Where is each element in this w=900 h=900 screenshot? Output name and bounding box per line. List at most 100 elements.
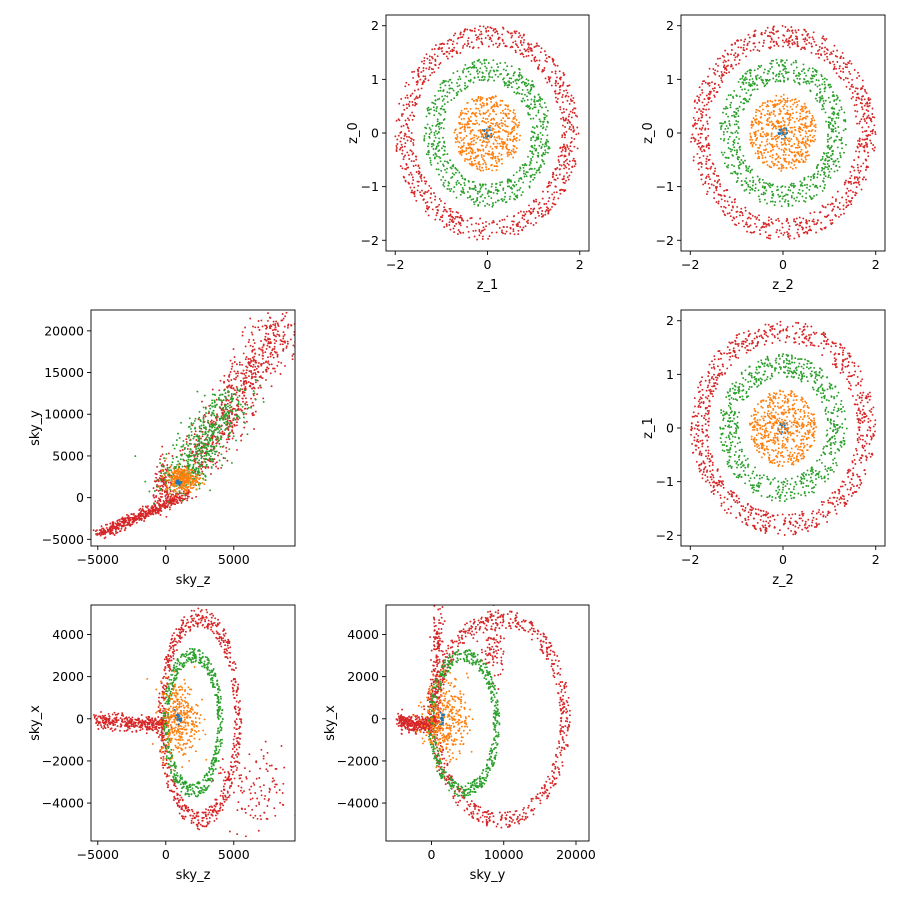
data-point bbox=[404, 154, 407, 157]
data-point bbox=[871, 113, 874, 115]
data-point bbox=[568, 126, 571, 128]
data-point bbox=[798, 235, 801, 238]
data-point bbox=[451, 210, 454, 213]
data-point bbox=[805, 106, 808, 109]
data-point bbox=[724, 49, 727, 52]
data-point bbox=[756, 84, 759, 87]
data-point bbox=[478, 165, 481, 168]
data-point bbox=[129, 518, 132, 521]
data-point bbox=[562, 82, 565, 85]
data-point bbox=[522, 80, 525, 83]
data-point bbox=[427, 142, 430, 145]
data-point bbox=[562, 118, 565, 121]
data-point bbox=[459, 112, 462, 114]
data-point bbox=[489, 26, 492, 29]
data-point bbox=[433, 53, 436, 56]
data-point bbox=[424, 210, 427, 213]
y-tick-label: 2 bbox=[666, 18, 674, 33]
data-point bbox=[160, 505, 163, 508]
data-point bbox=[783, 139, 786, 142]
data-point bbox=[403, 108, 406, 111]
data-point bbox=[408, 136, 410, 138]
data-point bbox=[707, 101, 710, 104]
data-point bbox=[801, 226, 803, 229]
data-point bbox=[871, 130, 874, 133]
data-point bbox=[441, 82, 444, 84]
data-point bbox=[161, 493, 164, 495]
data-point bbox=[818, 211, 821, 214]
data-point bbox=[748, 78, 751, 81]
data-point bbox=[497, 105, 499, 108]
data-point bbox=[840, 106, 843, 109]
data-point bbox=[423, 59, 426, 62]
data-point bbox=[705, 177, 708, 179]
data-point bbox=[852, 166, 855, 169]
data-point bbox=[115, 523, 118, 526]
data-point bbox=[544, 54, 547, 56]
data-point bbox=[775, 143, 778, 146]
data-point bbox=[760, 193, 763, 196]
data-point bbox=[827, 133, 829, 136]
data-point bbox=[490, 197, 493, 200]
data-point bbox=[759, 116, 762, 119]
data-point bbox=[712, 68, 715, 70]
data-point bbox=[485, 30, 488, 33]
data-point bbox=[410, 160, 413, 163]
data-point bbox=[755, 111, 757, 114]
data-point bbox=[802, 137, 805, 140]
data-point bbox=[186, 495, 189, 498]
data-point bbox=[191, 497, 194, 500]
data-point bbox=[796, 231, 799, 234]
data-point bbox=[806, 232, 809, 235]
data-point bbox=[508, 81, 511, 84]
data-point bbox=[751, 144, 754, 146]
data-point bbox=[267, 367, 270, 370]
data-point bbox=[827, 83, 830, 86]
data-point bbox=[698, 108, 701, 111]
data-point bbox=[719, 194, 722, 196]
data-point bbox=[546, 190, 549, 193]
data-point bbox=[522, 34, 525, 37]
data-point bbox=[831, 202, 834, 205]
data-point bbox=[724, 128, 727, 130]
data-point bbox=[410, 150, 413, 153]
data-point bbox=[488, 203, 491, 206]
data-point bbox=[803, 143, 806, 146]
data-point bbox=[797, 144, 800, 147]
data-point bbox=[746, 100, 749, 103]
data-point bbox=[454, 141, 457, 144]
data-point bbox=[745, 181, 748, 184]
data-point bbox=[723, 64, 726, 67]
data-point bbox=[468, 196, 471, 199]
data-point bbox=[782, 119, 785, 122]
data-point bbox=[548, 181, 551, 183]
data-point bbox=[432, 148, 435, 150]
data-point bbox=[143, 520, 146, 522]
data-point bbox=[772, 72, 775, 75]
data-point bbox=[868, 102, 871, 105]
data-point bbox=[404, 133, 407, 136]
data-point bbox=[516, 196, 519, 199]
data-point bbox=[852, 191, 854, 193]
data-point bbox=[735, 107, 738, 110]
data-point bbox=[423, 135, 426, 137]
data-point bbox=[482, 117, 485, 120]
data-point bbox=[861, 126, 864, 129]
data-point bbox=[496, 69, 499, 72]
data-point bbox=[808, 145, 811, 147]
data-point bbox=[777, 36, 780, 39]
data-point bbox=[705, 114, 708, 116]
data-point bbox=[417, 70, 420, 73]
data-point bbox=[516, 189, 519, 192]
data-point bbox=[480, 30, 483, 33]
data-point bbox=[697, 117, 700, 120]
data-point bbox=[765, 105, 768, 108]
data-point bbox=[704, 180, 707, 183]
data-point bbox=[754, 143, 757, 146]
data-point bbox=[531, 107, 534, 110]
data-point bbox=[530, 103, 533, 106]
data-point bbox=[554, 92, 557, 95]
data-point bbox=[465, 75, 468, 78]
data-point bbox=[485, 225, 488, 228]
data-point bbox=[157, 512, 160, 515]
